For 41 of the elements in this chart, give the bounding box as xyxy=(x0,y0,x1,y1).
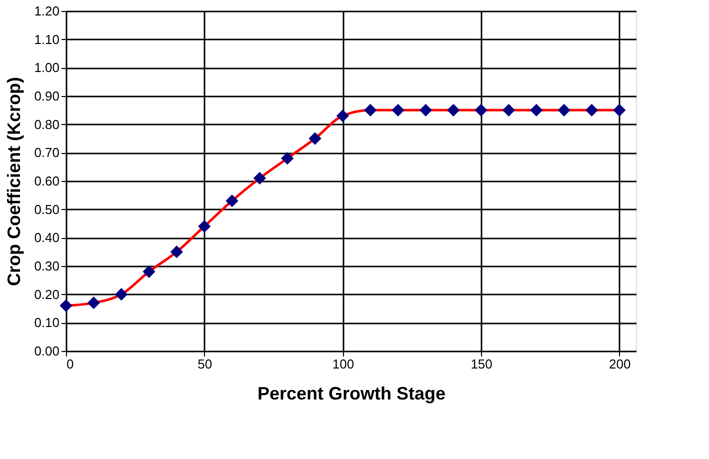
y-tick-label: 0.70 xyxy=(34,145,60,160)
point xyxy=(308,132,322,145)
point xyxy=(558,104,570,116)
y-tick-label: 0.40 xyxy=(34,230,60,246)
x-tick-label: 100 xyxy=(332,356,354,372)
y-tick-label: 1.20 xyxy=(34,4,60,18)
point xyxy=(364,104,377,116)
y-axis-title: Crop Coefficient (Kcrop) xyxy=(4,77,24,286)
y-tick-label: 0.90 xyxy=(34,88,60,104)
y-tick-label: 0.20 xyxy=(34,286,60,302)
y-tick-label: 0.50 xyxy=(34,202,60,217)
point xyxy=(198,220,211,233)
x-axis-title: Percent Growth Stage xyxy=(257,384,446,404)
point xyxy=(281,152,294,165)
y-tick-label: 0.00 xyxy=(34,344,60,358)
point xyxy=(60,299,72,312)
point xyxy=(226,194,238,208)
x-tick-label: 50 xyxy=(198,356,212,372)
x-tick-label: 0 xyxy=(66,356,74,372)
y-tick-label: 0.80 xyxy=(34,116,60,132)
point xyxy=(447,104,460,116)
x-tick-label: 200 xyxy=(609,356,631,372)
point xyxy=(87,296,100,310)
point xyxy=(474,104,488,116)
y-tick-label: 1.10 xyxy=(34,32,60,47)
point xyxy=(530,104,543,116)
point xyxy=(142,265,156,278)
y-tick-label: 0.30 xyxy=(34,258,60,274)
y-tick-label: 0.60 xyxy=(34,174,60,188)
point xyxy=(253,172,266,184)
point xyxy=(170,246,184,258)
y-tick-label: 1.00 xyxy=(34,60,60,76)
point xyxy=(585,104,598,116)
point xyxy=(336,110,350,122)
point xyxy=(392,104,404,116)
point xyxy=(115,288,128,301)
point xyxy=(502,104,516,116)
y-tick-label: 0.10 xyxy=(34,315,60,330)
point xyxy=(419,104,432,116)
x-tick-label: 150 xyxy=(470,356,492,372)
point xyxy=(613,104,626,116)
